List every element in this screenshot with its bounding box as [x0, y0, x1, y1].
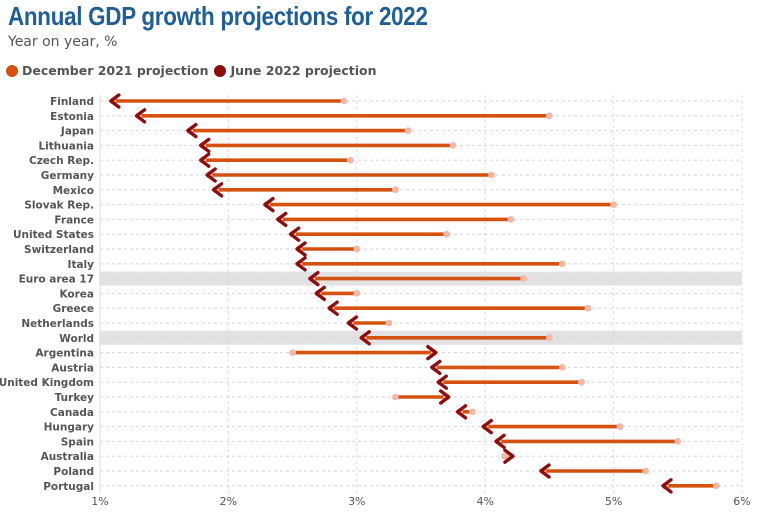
june-arrowhead [276, 211, 288, 228]
country-label: Netherlands [21, 318, 94, 330]
june-arrowhead [539, 463, 551, 479]
x-tick-label: 3% [348, 495, 365, 508]
december-point [340, 97, 348, 105]
legend-item-december: December 2021 projection [6, 63, 208, 78]
june-arrowhead [199, 137, 211, 154]
december-point [346, 156, 354, 164]
legend-item-june: June 2022 projection [214, 63, 377, 78]
country-label: United Kingdom [0, 377, 94, 389]
country-label: Finland [50, 96, 94, 108]
country-label: Germany [41, 170, 94, 182]
december-point [404, 127, 412, 134]
chart-title: Annual GDP growth projections for 2022 [8, 1, 428, 31]
december-point [546, 334, 553, 342]
chart-subtitle: Year on year, % [8, 34, 118, 50]
june-arrowhead [436, 374, 448, 390]
country-label: Korea [59, 288, 94, 300]
december-point [468, 408, 476, 416]
june-arrowhead [109, 93, 121, 109]
country-label: Spain [61, 436, 94, 448]
country-label: France [54, 214, 94, 226]
x-tick-label: 2% [220, 495, 237, 508]
x-tick-label: 1% [91, 495, 108, 508]
december-point [584, 304, 592, 312]
june-arrowhead [481, 418, 493, 435]
legend: December 2021 projection June 2022 proje… [6, 63, 383, 78]
june-arrowhead [503, 448, 515, 464]
country-label: Czech Rep. [29, 155, 94, 167]
december-point [616, 423, 624, 430]
x-tick-label: 5% [605, 495, 622, 508]
december-point [391, 393, 399, 401]
country-label: World [59, 333, 94, 345]
june-arrowhead [308, 270, 320, 287]
june-arrowhead [295, 241, 307, 257]
december-point [385, 319, 393, 327]
june-arrowhead [211, 182, 224, 198]
country-label: Poland [53, 466, 94, 478]
june-arrowhead [186, 122, 198, 139]
december-point [353, 245, 361, 253]
country-label: Greece [53, 303, 94, 315]
country-label: Japan [60, 126, 94, 138]
december-point [289, 349, 296, 356]
june-arrowhead [438, 389, 451, 405]
country-label: Austria [51, 362, 94, 374]
june-arrowhead [346, 315, 359, 331]
december-point [391, 186, 399, 194]
legend-label-december: December 2021 projection [22, 63, 209, 78]
june-arrowhead [314, 285, 326, 302]
country-label: Australia [41, 451, 94, 463]
june-arrowhead [199, 152, 211, 168]
june-arrowhead [661, 478, 673, 494]
june-arrowhead [295, 256, 307, 272]
december-point [488, 171, 496, 179]
june-arrowhead [494, 433, 506, 450]
june-arrowhead [426, 344, 438, 361]
december-point [546, 112, 553, 120]
country-label: Hungary [44, 422, 95, 434]
december-point [674, 438, 682, 445]
december-point [642, 467, 650, 475]
december-point [558, 364, 566, 371]
country-label: Portugal [43, 481, 94, 493]
june-arrowhead [288, 226, 301, 242]
legend-swatch-december [6, 64, 18, 77]
december-point [449, 142, 457, 149]
december-point [610, 201, 617, 209]
december-point [578, 378, 585, 386]
june-arrowhead [359, 330, 371, 346]
country-label: Estonia [50, 111, 94, 123]
december-point [443, 230, 451, 238]
december-point [501, 452, 508, 460]
x-tick-label: 6% [733, 495, 750, 508]
country-label: Euro area 17 [19, 274, 94, 286]
june-arrowhead [455, 404, 468, 420]
december-point [712, 482, 720, 490]
legend-label-june: June 2022 projection [230, 63, 377, 78]
country-label: Canada [50, 407, 94, 419]
country-label: Lithuania [38, 140, 94, 152]
country-label: United States [13, 229, 94, 241]
june-arrowhead [263, 196, 275, 213]
country-label: Mexico [53, 185, 94, 197]
june-arrowhead [430, 359, 442, 376]
june-arrowhead [205, 167, 217, 183]
december-point [520, 275, 528, 282]
country-label: Switzerland [24, 244, 94, 256]
december-point [507, 216, 515, 223]
country-label: Argentina [35, 348, 94, 360]
june-arrowhead [327, 300, 339, 316]
x-tick-label: 4% [476, 495, 493, 508]
december-point [353, 290, 361, 297]
country-label: Turkey [55, 392, 94, 404]
december-point [558, 260, 566, 268]
country-label: Slovak Rep. [24, 200, 94, 212]
legend-swatch-june [214, 64, 227, 77]
june-arrowhead [134, 108, 147, 124]
country-label: Italy [68, 259, 95, 271]
